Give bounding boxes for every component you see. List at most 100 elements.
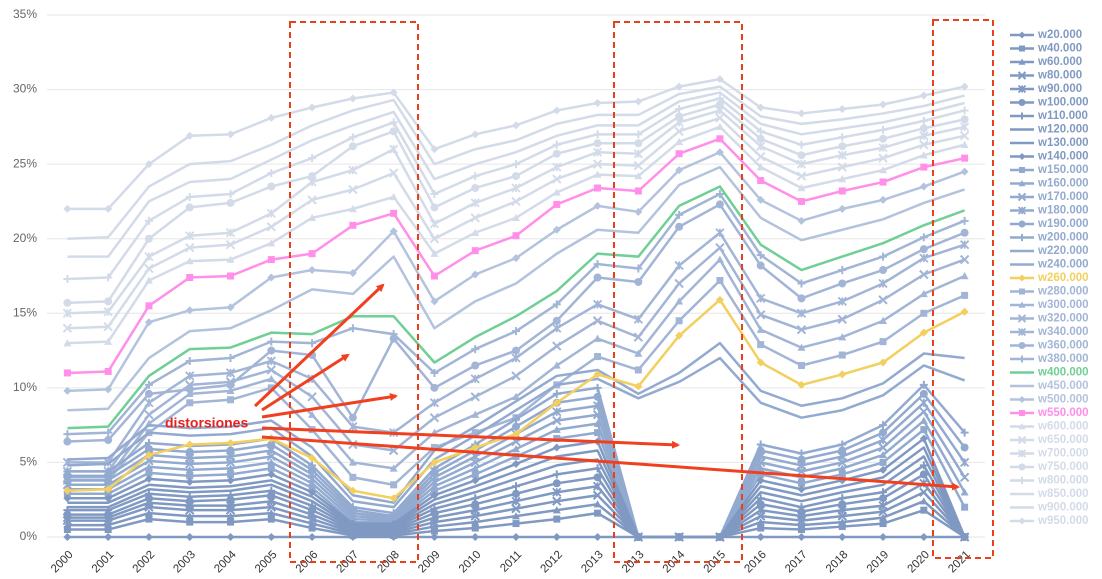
marker	[1017, 71, 1027, 80]
marker	[919, 140, 929, 150]
marker	[797, 109, 806, 118]
marker	[920, 506, 928, 514]
marker	[593, 201, 602, 210]
marker	[225, 368, 236, 378]
marker	[470, 457, 480, 468]
series-line	[67, 165, 965, 412]
marker	[185, 533, 194, 541]
marker	[267, 470, 276, 479]
marker	[63, 526, 71, 534]
series-line	[67, 455, 966, 539]
marker	[226, 512, 235, 520]
marker	[1018, 355, 1026, 363]
marker	[185, 257, 194, 265]
marker	[470, 374, 480, 384]
series	[67, 341, 965, 504]
x-tick-label: 2017	[783, 549, 810, 576]
legend-label: w140.000	[1037, 151, 1089, 163]
marker	[266, 356, 276, 366]
marker	[226, 464, 235, 472]
marker	[879, 178, 887, 186]
legend-label: w750.000	[1037, 461, 1089, 473]
marker	[634, 533, 643, 541]
marker	[185, 477, 194, 486]
marker	[1018, 396, 1026, 403]
marker	[838, 187, 846, 195]
marker	[471, 533, 480, 541]
series	[67, 185, 966, 430]
marker	[838, 351, 846, 359]
marker	[390, 481, 398, 489]
legend-label: w60.000	[1037, 56, 1082, 68]
marker	[837, 296, 847, 306]
y-tick-label: 10%	[13, 380, 37, 394]
marker	[185, 380, 195, 390]
marker	[145, 302, 153, 310]
marker	[185, 389, 194, 398]
marker	[429, 398, 440, 408]
marker	[144, 474, 153, 483]
marker	[960, 140, 969, 148]
marker	[633, 160, 644, 171]
marker	[919, 124, 928, 133]
marker	[186, 472, 194, 480]
x-tick-label: 2011	[498, 549, 524, 575]
marker	[104, 533, 113, 541]
marker	[348, 324, 357, 333]
marker	[267, 337, 276, 346]
legend-label: w450.000	[1037, 380, 1089, 392]
marker	[348, 458, 357, 466]
marker	[63, 430, 72, 439]
marker	[227, 470, 235, 478]
marker	[185, 459, 195, 469]
marker	[512, 533, 520, 541]
marker	[919, 245, 928, 254]
marker	[878, 442, 888, 453]
marker	[430, 527, 438, 535]
marker	[348, 486, 357, 495]
marker	[919, 533, 928, 541]
marker	[471, 130, 480, 139]
marker	[919, 269, 929, 280]
marker	[960, 228, 969, 237]
marker	[715, 242, 725, 253]
marker	[512, 346, 520, 355]
legend-label: w40.000	[1037, 43, 1082, 55]
marker	[63, 437, 72, 446]
x-tick-label: 2002	[131, 549, 158, 576]
marker	[552, 323, 562, 333]
marker	[308, 484, 316, 492]
marker	[675, 166, 684, 175]
marker	[185, 131, 194, 140]
marker	[185, 242, 195, 253]
marker	[593, 500, 602, 508]
marker	[104, 385, 113, 394]
x-tick-label: 2003	[171, 549, 198, 576]
marker	[797, 279, 806, 288]
marker	[348, 204, 357, 213]
marker	[879, 421, 888, 430]
marker	[267, 515, 275, 523]
marker	[511, 196, 521, 207]
marker	[879, 513, 888, 521]
marker	[634, 277, 643, 286]
marker	[430, 368, 439, 377]
marker	[593, 130, 602, 139]
series	[62, 242, 970, 477]
marker	[471, 518, 480, 526]
marker	[389, 494, 398, 503]
marker	[267, 346, 276, 355]
legend-label: w260.000	[1037, 272, 1089, 284]
marker	[185, 306, 194, 315]
marker	[1017, 327, 1027, 337]
marker	[512, 520, 520, 528]
marker	[594, 429, 602, 437]
marker	[226, 354, 235, 363]
marker	[960, 272, 969, 280]
marker	[920, 163, 928, 171]
marker	[512, 430, 520, 439]
marker	[1018, 274, 1026, 282]
series	[63, 189, 969, 439]
legend-label: w360.000	[1037, 340, 1089, 352]
legend-label: w190.000	[1037, 218, 1089, 230]
